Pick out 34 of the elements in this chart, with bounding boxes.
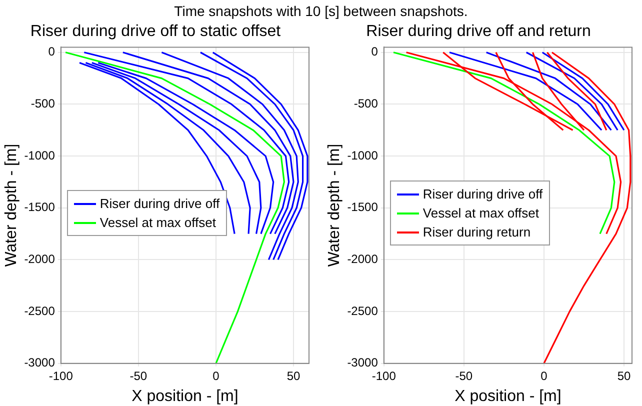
- y-tick-label: 0: [371, 44, 378, 59]
- y-tick-label: -1500: [24, 200, 56, 214]
- y-tick-label: -2000: [24, 252, 56, 266]
- x-axis-title: X position - [m]: [454, 388, 562, 405]
- x-tick-label: 0: [212, 368, 220, 383]
- legend-label: Riser during return: [422, 224, 531, 242]
- x-tick-label: 0: [540, 368, 548, 383]
- y-tick-label: -1000: [347, 148, 378, 162]
- chart-title: Riser during drive off and return: [366, 23, 591, 40]
- chart-title: Riser during drive off to static offset: [30, 23, 282, 40]
- y-tick-label: -1000: [24, 148, 56, 162]
- legend-label: Riser during drive off: [100, 195, 220, 214]
- x-tick-label: -100: [48, 368, 74, 383]
- legend-label: Vessel at max offset: [100, 214, 216, 232]
- y-tick-label: 0: [48, 44, 56, 59]
- y-tick-label: -2500: [347, 304, 378, 318]
- x-tick-label: 50: [286, 368, 300, 383]
- y-tick-label: -500: [30, 96, 56, 111]
- y-tick-label: -500: [354, 96, 378, 111]
- x-tick-label: -50: [130, 368, 148, 383]
- x-tick-label: 50: [617, 368, 631, 383]
- y-axis-title: Water depth - [m]: [3, 144, 20, 267]
- x-tick-label: -100: [372, 368, 396, 383]
- x-axis-title: X position - [m]: [132, 388, 238, 405]
- text: Time snapshots with 10 [s] between snapshots.: [174, 3, 468, 19]
- y-axis-title: Water depth - [m]: [326, 144, 344, 267]
- y-tick-label: -2500: [24, 304, 56, 318]
- y-tick-label: -3000: [24, 356, 56, 370]
- legend-label: Riser during drive off: [422, 186, 543, 204]
- y-tick-label: -2000: [347, 252, 378, 266]
- y-tick-label: -3000: [347, 356, 378, 370]
- legend-label: Vessel at max offset: [422, 204, 539, 223]
- x-tick-label: -50: [455, 368, 473, 383]
- y-tick-label: -1500: [347, 200, 378, 214]
